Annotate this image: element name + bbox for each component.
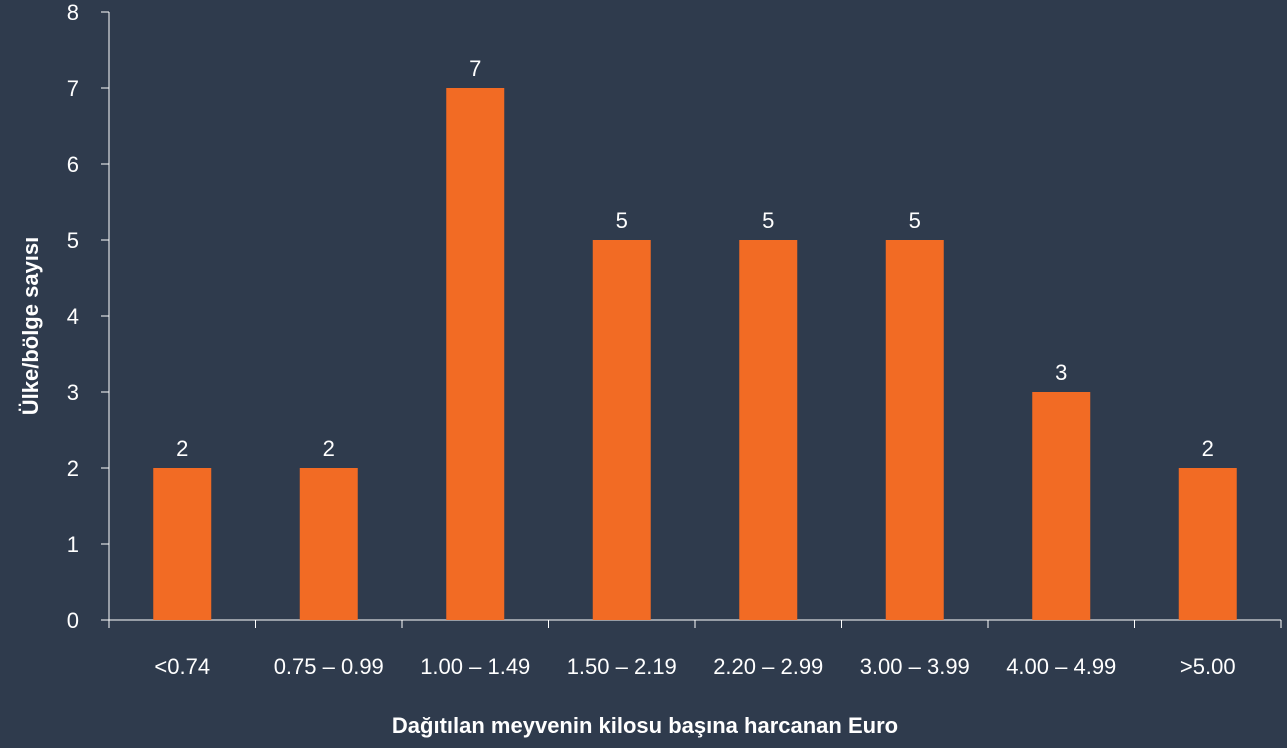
- y-tick-label: 4: [67, 304, 79, 329]
- y-tick-label: 0: [67, 608, 79, 633]
- bar: [592, 240, 651, 620]
- data-labels: 2 2 7 5 5 5 3 2: [176, 56, 1214, 461]
- bar-data-label: 5: [909, 208, 921, 233]
- x-tick-label: 1.50 – 2.19: [567, 654, 677, 679]
- y-tick-label: 2: [67, 456, 79, 481]
- bar-data-label: 5: [762, 208, 774, 233]
- bar-data-label: 7: [469, 56, 481, 81]
- bar-data-label: 2: [1202, 436, 1214, 461]
- y-axis: 0 1 2 3 4 5 6 7 8: [67, 0, 110, 633]
- y-tick-label: 1: [67, 532, 79, 557]
- x-axis-title: Dağıtılan meyvenin kilosu başına harcana…: [392, 713, 898, 738]
- x-tick-label: 2.20 – 2.99: [713, 654, 823, 679]
- bar: [739, 240, 798, 620]
- y-tick-label: 3: [67, 380, 79, 405]
- bars: [153, 88, 1237, 620]
- x-tick-label: >5.00: [1180, 654, 1236, 679]
- x-tick-label: 0.75 – 0.99: [274, 654, 384, 679]
- x-tick-label: 4.00 – 4.99: [1006, 654, 1116, 679]
- y-tick-label: 8: [67, 0, 79, 25]
- bar-data-label: 2: [323, 436, 335, 461]
- bar-data-label: 2: [176, 436, 188, 461]
- y-tick-label: 7: [67, 76, 79, 101]
- y-axis-title: Ülke/bölge sayısı: [18, 237, 43, 416]
- bar: [446, 88, 505, 620]
- x-axis: <0.74 0.75 – 0.99 1.00 – 1.49 1.50 – 2.19 2.…: [108, 619, 1282, 679]
- bar: [299, 468, 358, 620]
- bar: [1032, 392, 1091, 620]
- bar: [153, 468, 212, 620]
- bar-data-label: 5: [616, 208, 628, 233]
- x-tick-label: <0.74: [154, 654, 210, 679]
- y-tick-label: 5: [67, 228, 79, 253]
- x-tick-label: 3.00 – 3.99: [860, 654, 970, 679]
- x-tick-label: 1.00 – 1.49: [420, 654, 530, 679]
- bar: [885, 240, 944, 620]
- bar-data-label: 3: [1055, 360, 1067, 385]
- bar: [1178, 468, 1237, 620]
- y-tick-label: 6: [67, 152, 79, 177]
